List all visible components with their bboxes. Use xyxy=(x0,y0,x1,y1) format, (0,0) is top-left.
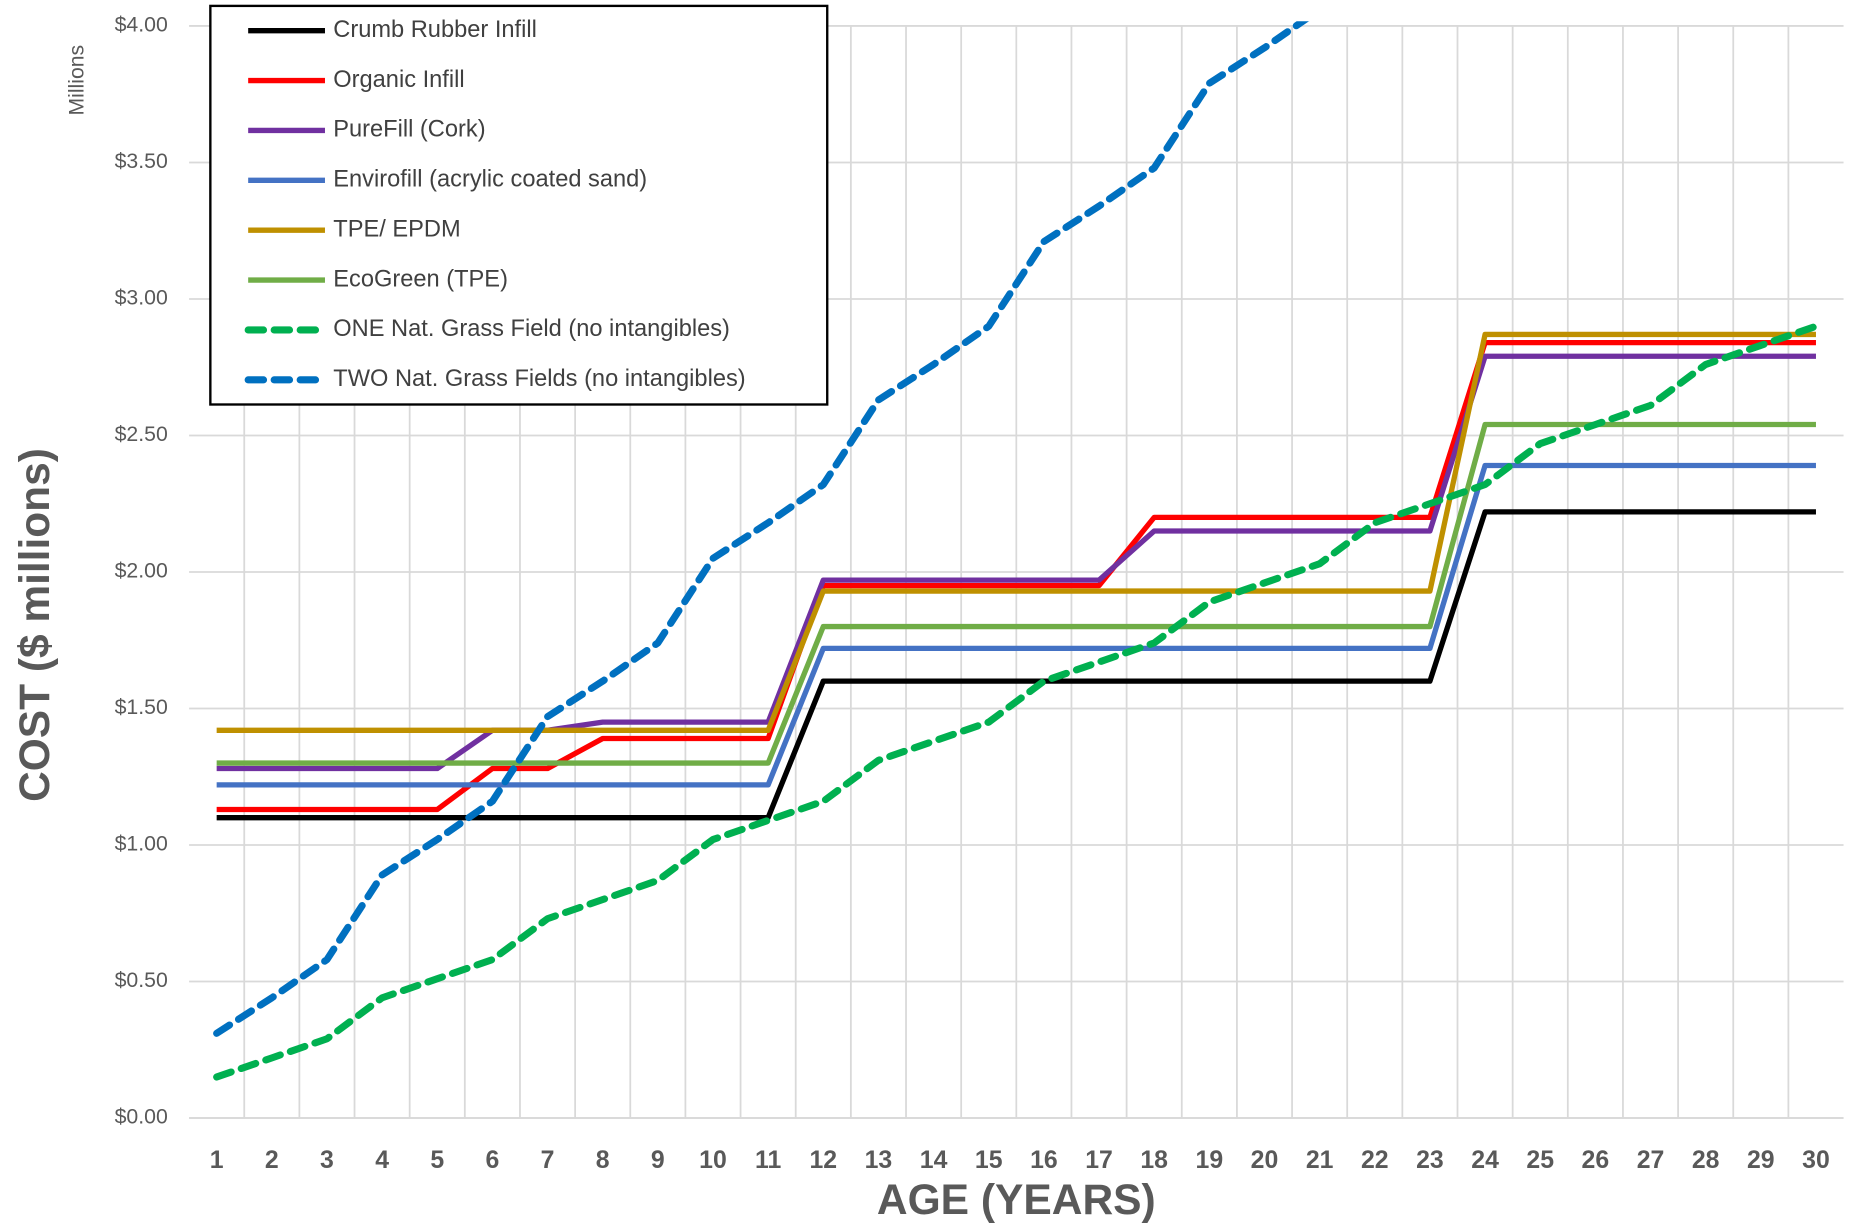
y-tick-label: $4.00 xyxy=(115,13,168,37)
y-tick-label: $2.50 xyxy=(115,422,168,446)
y-tick-label: $1.00 xyxy=(115,832,168,856)
y-tick-label: $2.00 xyxy=(115,559,168,583)
y-tick-label: $3.00 xyxy=(115,286,168,310)
y-tick-label: $1.50 xyxy=(115,695,168,719)
x-tick-label: 19 xyxy=(1196,1147,1224,1174)
x-tick-label: 4 xyxy=(375,1147,389,1174)
legend-label: TWO Nat. Grass Fields (no intangibles) xyxy=(333,366,745,392)
x-axis-title: AGE (YEARS) xyxy=(877,1177,1156,1224)
legend-label: Organic Infill xyxy=(333,67,464,93)
x-tick-label: 23 xyxy=(1416,1147,1444,1174)
x-tick-label: 16 xyxy=(1030,1147,1058,1174)
x-tick-label: 29 xyxy=(1747,1147,1775,1174)
y-axis-title: COST ($ millions) xyxy=(12,448,59,802)
y-unit: Millions xyxy=(65,45,89,116)
legend-label: Envirofill (acrylic coated sand) xyxy=(333,167,647,193)
x-tick-label: 22 xyxy=(1361,1147,1389,1174)
series-line xyxy=(213,21,1310,1037)
x-tick-label: 15 xyxy=(975,1147,1003,1174)
x-tick-label: 25 xyxy=(1526,1147,1554,1174)
series-line xyxy=(216,339,1816,813)
x-tick-label: 9 xyxy=(651,1147,665,1174)
x-tick-label: 10 xyxy=(699,1147,727,1174)
series-line xyxy=(216,331,1816,733)
series-line xyxy=(213,322,1820,1081)
x-tick-label: 21 xyxy=(1306,1147,1334,1174)
x-tick-label: 30 xyxy=(1802,1147,1830,1174)
x-tick-label: 13 xyxy=(865,1147,893,1174)
x-tick-label: 12 xyxy=(809,1147,837,1174)
x-tick-label: 7 xyxy=(541,1147,555,1174)
x-tick-label: 20 xyxy=(1251,1147,1279,1174)
x-tick-label: 5 xyxy=(430,1147,444,1174)
x-tick-label: 26 xyxy=(1582,1147,1610,1174)
x-tick-label: 18 xyxy=(1140,1147,1168,1174)
legend: Crumb Rubber Infill Organic Infill PureFil… xyxy=(209,4,829,406)
x-tick-label: 14 xyxy=(920,1147,948,1174)
legend-label: Crumb Rubber Infill xyxy=(333,17,537,43)
x-tick-label: 2 xyxy=(265,1147,279,1174)
series-line xyxy=(216,421,1816,766)
x-tick-label: 28 xyxy=(1692,1147,1720,1174)
x-tick-label: 17 xyxy=(1085,1147,1113,1174)
labels: $0.00 $0.50 $1.00 $1.50 $2.00 $2.50 $3.00 $3.50… xyxy=(115,13,1830,1175)
x-tick-label: 1 xyxy=(210,1147,224,1174)
y-tick-label: $0.50 xyxy=(115,968,168,992)
series-line xyxy=(216,462,1816,788)
legend-label: ONE Nat. Grass Field (no intangibles) xyxy=(333,316,730,342)
legend-label: EcoGreen (TPE) xyxy=(333,266,508,292)
x-tick-label: 3 xyxy=(320,1147,334,1174)
x-tick-label: 24 xyxy=(1471,1147,1499,1174)
series-line xyxy=(216,353,1816,772)
x-tick-label: 27 xyxy=(1637,1147,1665,1174)
y-tick-label: $3.50 xyxy=(115,149,168,173)
y-tick-label: $0.00 xyxy=(115,1105,168,1129)
x-tick-label: 8 xyxy=(596,1147,610,1174)
x-tick-label: 6 xyxy=(485,1147,499,1174)
x-tick-label: 11 xyxy=(755,1147,781,1174)
plot-lines xyxy=(213,21,1820,1081)
legend-box xyxy=(209,4,829,406)
legend-label: PureFill (Cork) xyxy=(333,117,485,143)
series-line xyxy=(216,509,1816,821)
legend-label: TPE/ EPDM xyxy=(333,216,460,242)
